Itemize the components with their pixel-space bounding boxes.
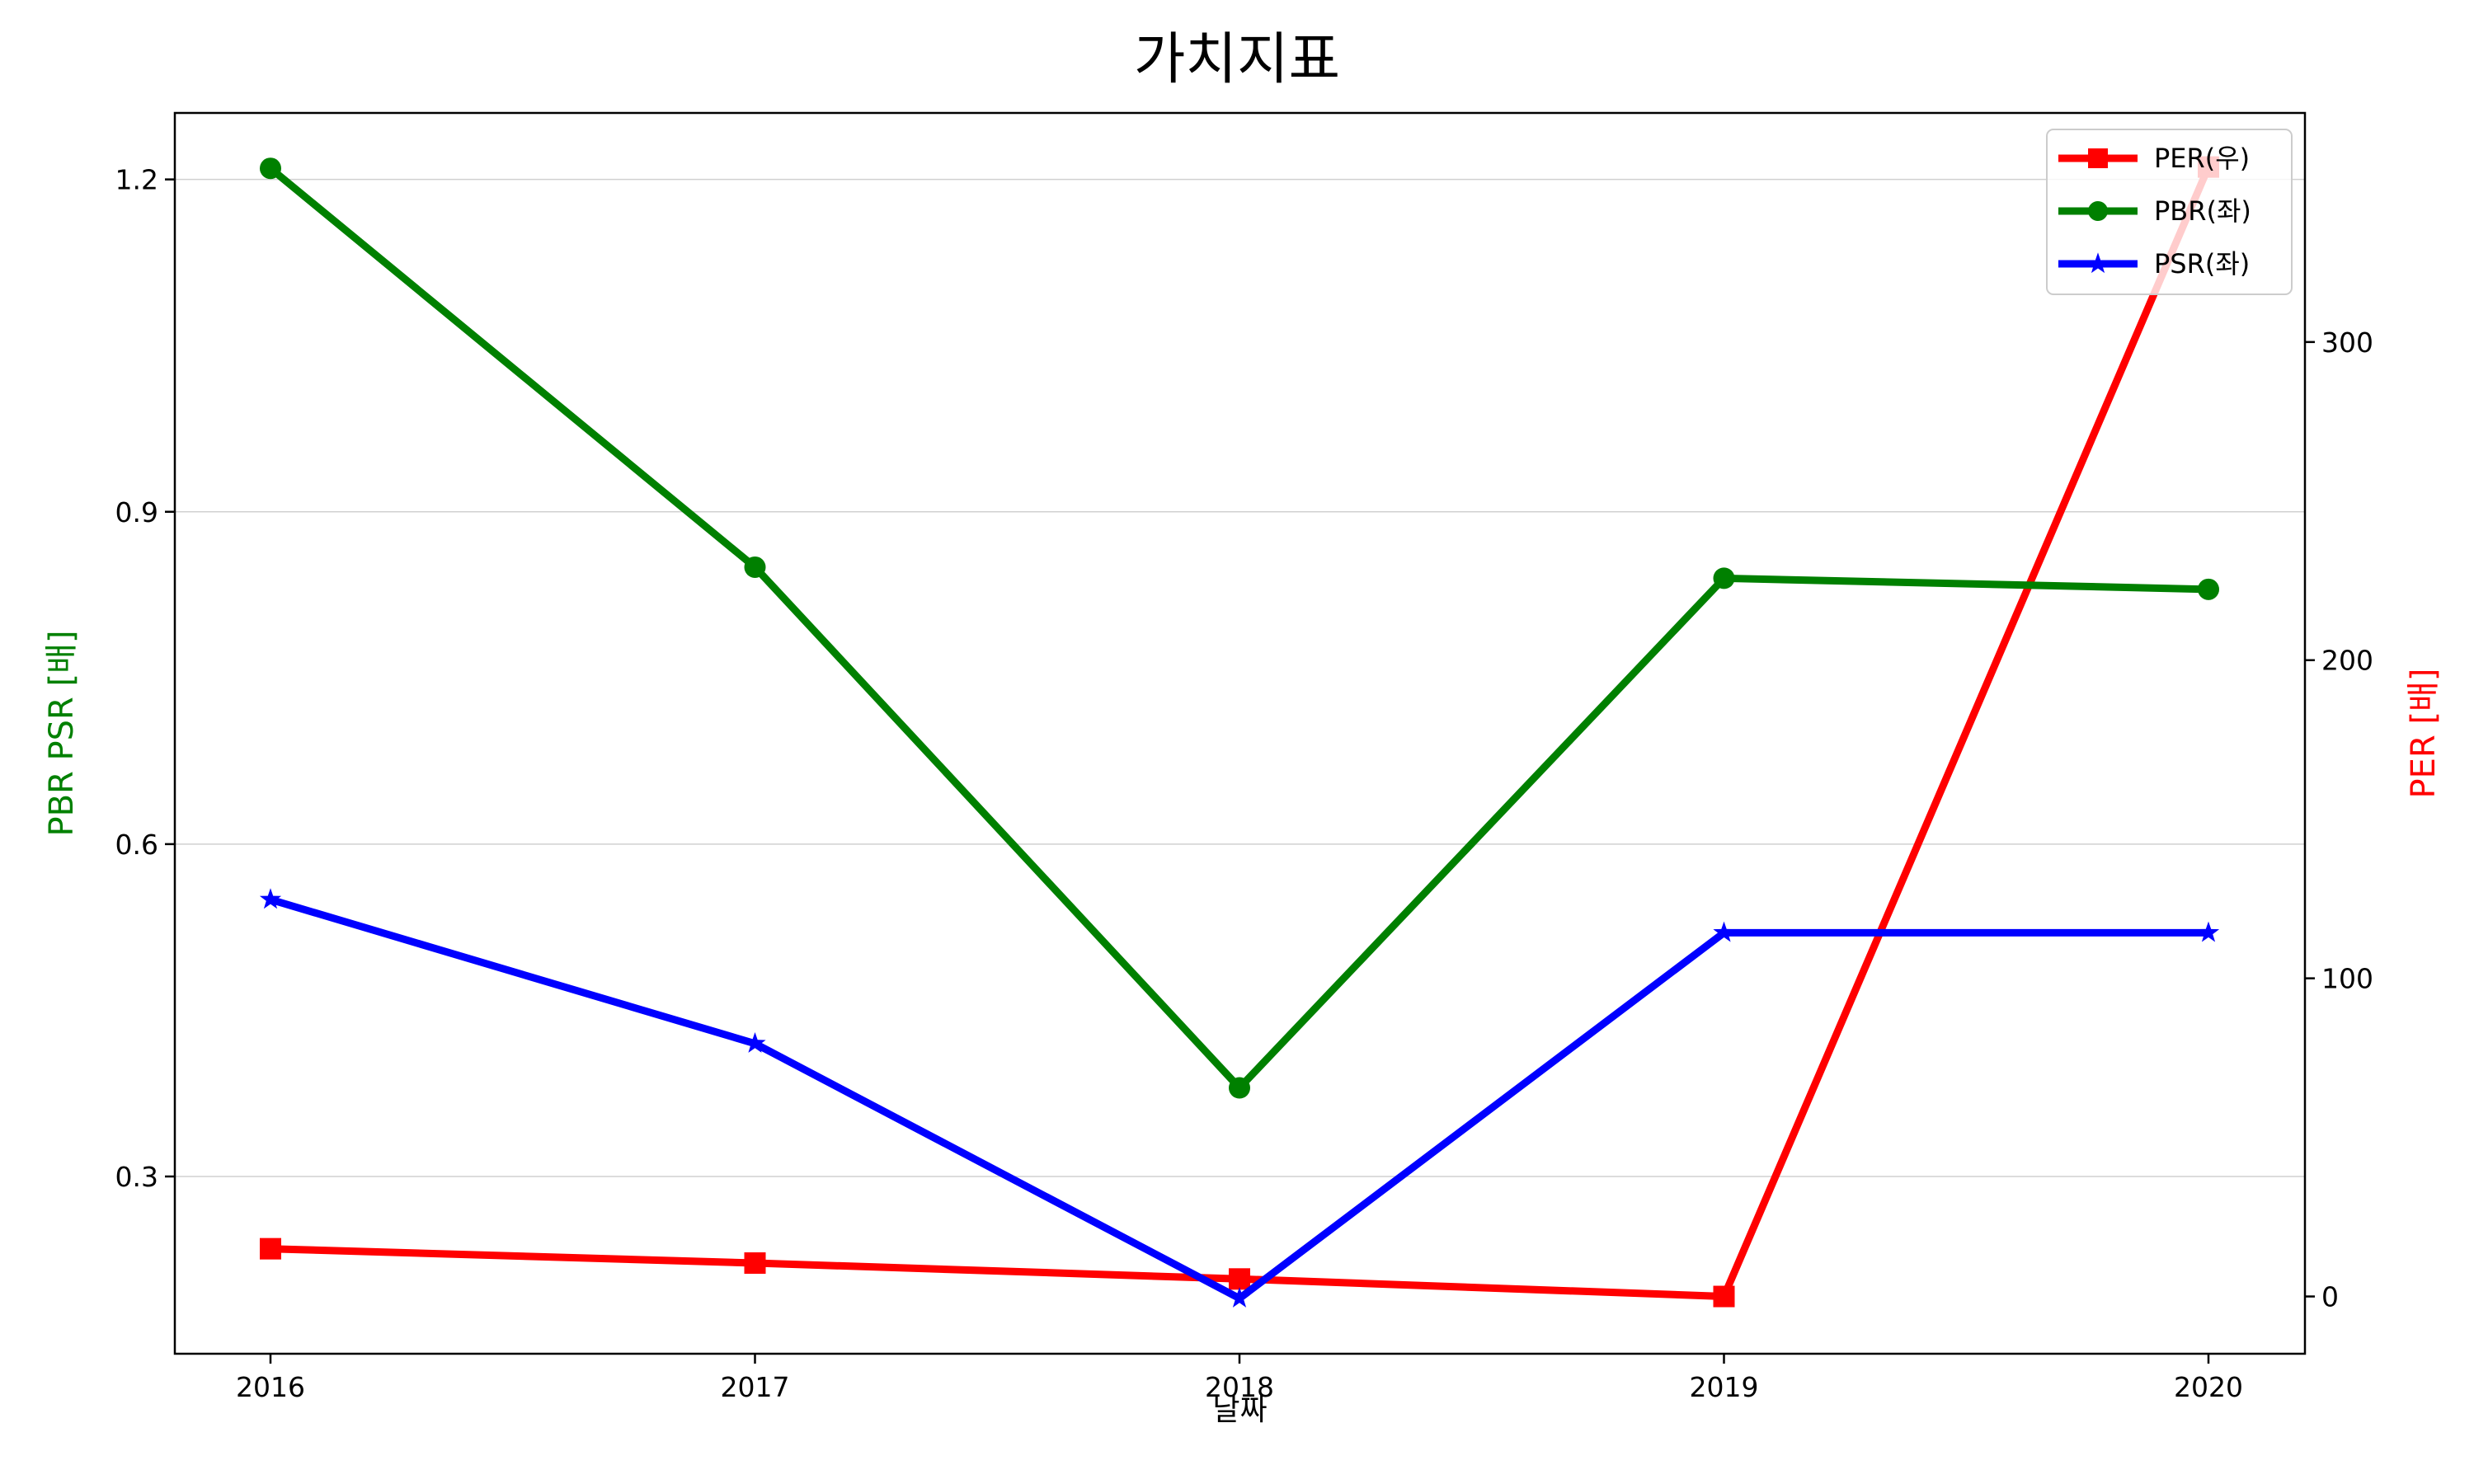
left-tick-label-0: 0.3 <box>115 1161 158 1193</box>
left-tick-label-3: 1.2 <box>115 164 158 196</box>
series-2-point-1 <box>744 1032 766 1053</box>
right-tick-label-2: 200 <box>2321 645 2373 677</box>
right-axis-ticks: 0 100 200 300 <box>2305 326 2373 1313</box>
series-0-point-0 <box>260 1237 281 1260</box>
x-tick-label-3: 2019 <box>1690 1371 1759 1403</box>
series-1-point-1 <box>744 556 766 578</box>
x-axis-ticks: 2016 2017 2018 2019 2020 <box>236 1354 2243 1403</box>
chart-title: 가치지표 <box>1134 27 1340 92</box>
series-1-point-4 <box>2198 578 2219 600</box>
series-2-point-4 <box>2197 921 2220 942</box>
left-tick-label-2: 0.9 <box>115 496 158 528</box>
right-axis-label: PER [배] <box>2405 669 2443 799</box>
x-tick-label-4: 2020 <box>2174 1371 2243 1403</box>
x-tick-label-0: 2016 <box>236 1371 305 1403</box>
legend-label-1: PBR(좌) <box>2154 195 2251 227</box>
left-axis-label: PBR PSR [배] <box>43 630 81 836</box>
legend-label-0: PER(우) <box>2154 143 2250 174</box>
series-2-point-0 <box>259 888 282 909</box>
series-line-1 <box>268 165 2209 1094</box>
series-2-point-2 <box>1228 1287 1251 1308</box>
x-tick-label-2: 2018 <box>1205 1371 1274 1403</box>
legend-label-2: PSR(좌) <box>2154 248 2250 279</box>
legend-marker-1 <box>2088 201 2108 221</box>
series-0-point-1 <box>744 1252 766 1275</box>
series-1-point-3 <box>1713 567 1735 589</box>
x-axis-label: 날짜 <box>1212 1393 1267 1427</box>
left-tick-label-1: 0.6 <box>115 829 158 861</box>
left-axis-ticks: 0.3 0.6 0.9 1.2 <box>115 164 175 1193</box>
legend-marker-0 <box>2088 148 2108 168</box>
series-1 <box>260 157 2219 1099</box>
series-2-point-3 <box>1713 921 1735 942</box>
right-tick-label-3: 300 <box>2321 326 2373 359</box>
series-1-point-2 <box>1229 1077 1250 1099</box>
series-0-point-3 <box>1713 1285 1735 1308</box>
x-tick-label-1: 2017 <box>721 1371 790 1403</box>
series-line-2 <box>269 895 2208 1303</box>
legend-box <box>2046 129 2293 295</box>
series-line-0 <box>270 165 2213 1301</box>
series-layer <box>259 156 2220 1308</box>
gridlines <box>175 178 2305 1177</box>
legend: PER(우) PBR(좌) PSR(좌) <box>2046 129 2293 295</box>
series-1-point-0 <box>260 157 281 180</box>
right-tick-label-0: 0 <box>2321 1281 2339 1313</box>
series-0 <box>260 156 2219 1308</box>
plot-frame <box>173 111 2307 1355</box>
series-2 <box>259 888 2220 1308</box>
legend-marker-2 <box>2086 252 2109 274</box>
right-tick-label-1: 100 <box>2321 963 2373 995</box>
series-0-point-2 <box>1229 1268 1250 1290</box>
